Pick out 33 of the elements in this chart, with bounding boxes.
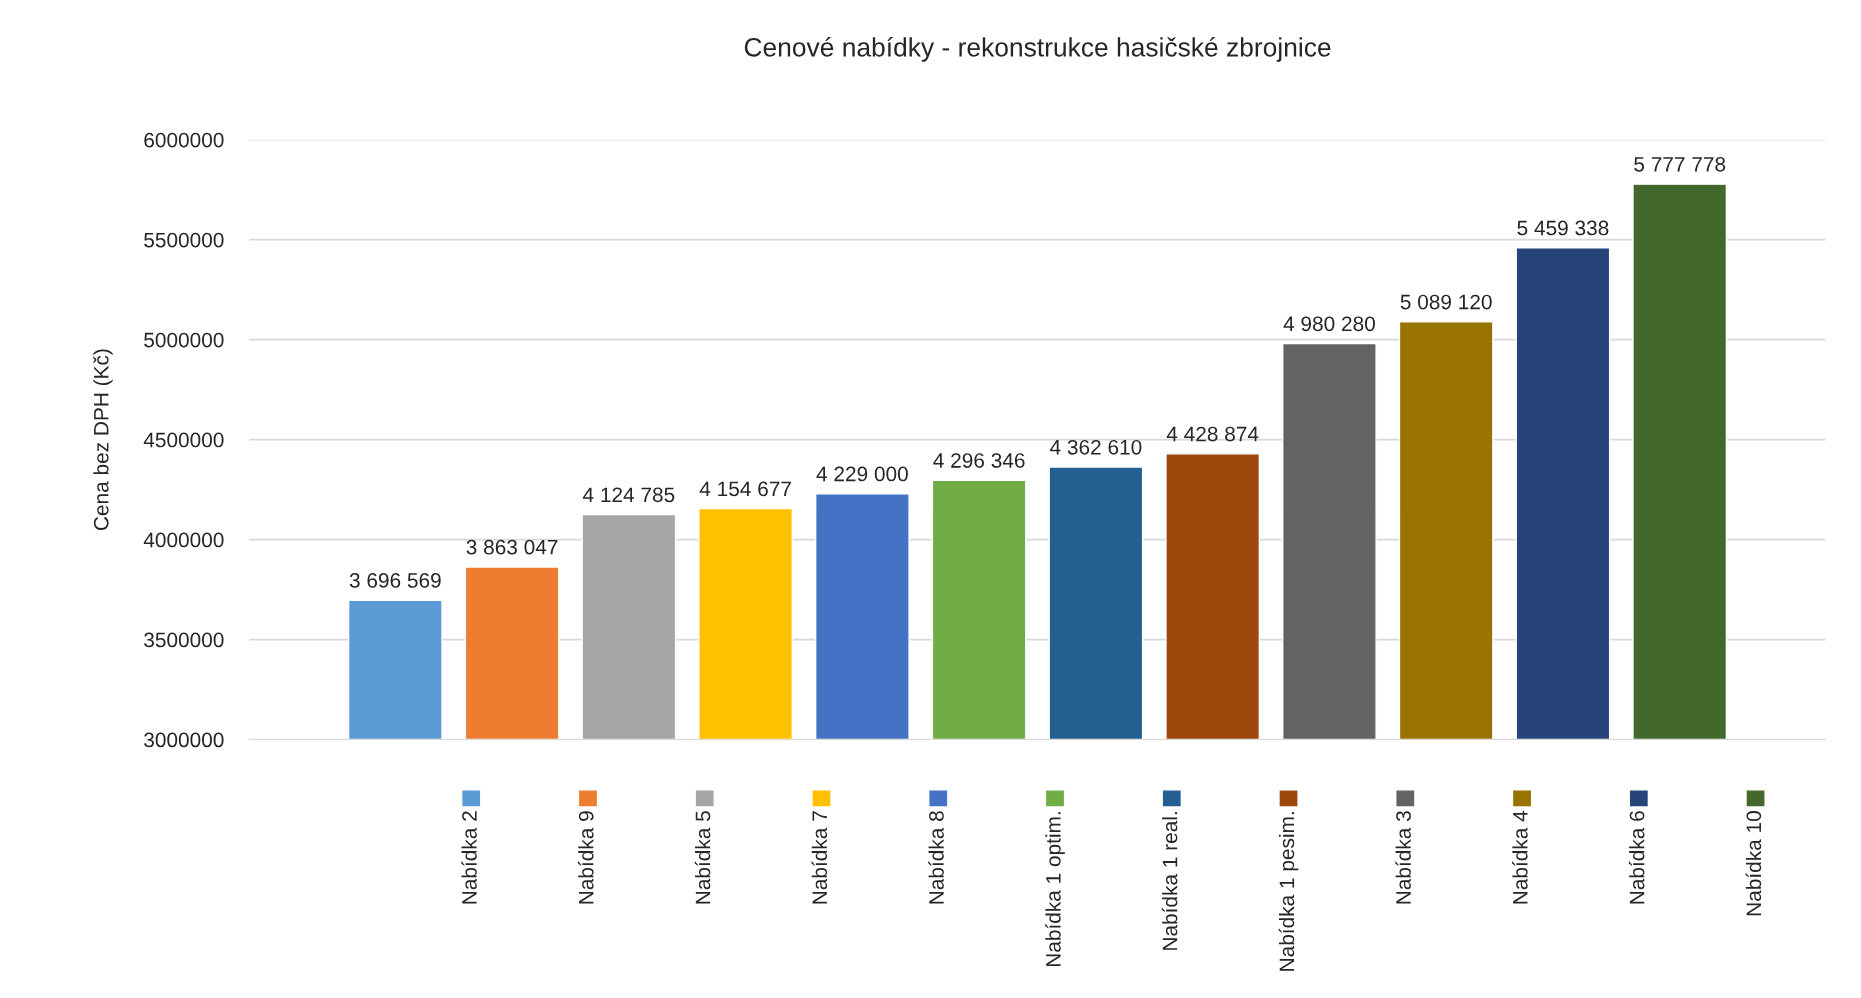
- legend-label: Nabídka 2: [461, 811, 477, 904]
- data-label: 4 428 874: [1166, 426, 1259, 442]
- legend-label: Nabídka 8: [928, 811, 944, 904]
- legend-label: Nabídka 9: [578, 811, 594, 904]
- data-label: 4 296 346: [933, 453, 1025, 468]
- legend-label: Nabídka 1 pesim.: [1278, 812, 1299, 971]
- data-label: 4 124 785: [582, 487, 675, 503]
- legend-label: Nabídka 5: [694, 811, 711, 904]
- legend-label: Nabídka 3: [1395, 811, 1411, 904]
- data-label: 3 696 569: [349, 573, 441, 588]
- y-tick-label: 3500000: [144, 632, 224, 648]
- y-tick-label: 3000000: [144, 732, 224, 748]
- y-tick-label: 4000000: [143, 532, 224, 548]
- legend-label: Nabídka 7: [811, 811, 828, 904]
- y-axis-title: Cena bez DPH (Kč): [93, 349, 113, 531]
- legend-label: Nabídka 1 real.: [1161, 812, 1178, 950]
- data-label: 4 362 610: [1050, 439, 1142, 455]
- legend-label: Nabídka 4: [1512, 810, 1528, 904]
- data-label: 5 777 778: [1634, 156, 1726, 172]
- legend-label: Nabídka 10: [1745, 811, 1762, 916]
- data-label: 4 980 280: [1283, 316, 1375, 332]
- y-tick-label: 4500000: [143, 432, 224, 448]
- chart-title: Cenové nabídky - rekonstrukce hasičské zbrojnice: [744, 36, 1331, 62]
- data-label: 3 863 047: [466, 539, 558, 555]
- data-label: 5 089 120: [1400, 294, 1492, 310]
- data-label: 4 154 677: [699, 481, 791, 497]
- data-label: 5 459 338: [1517, 220, 1609, 236]
- y-tick-label: 5500000: [144, 232, 224, 248]
- y-tick-label: 6000000: [144, 132, 224, 148]
- legend-label: Nabídka 6: [1628, 811, 1645, 904]
- y-tick-label: 5000000: [144, 332, 224, 348]
- legend-label: Nabídka 1 optim.: [1045, 812, 1065, 967]
- data-label: 4 229 000: [816, 466, 908, 482]
